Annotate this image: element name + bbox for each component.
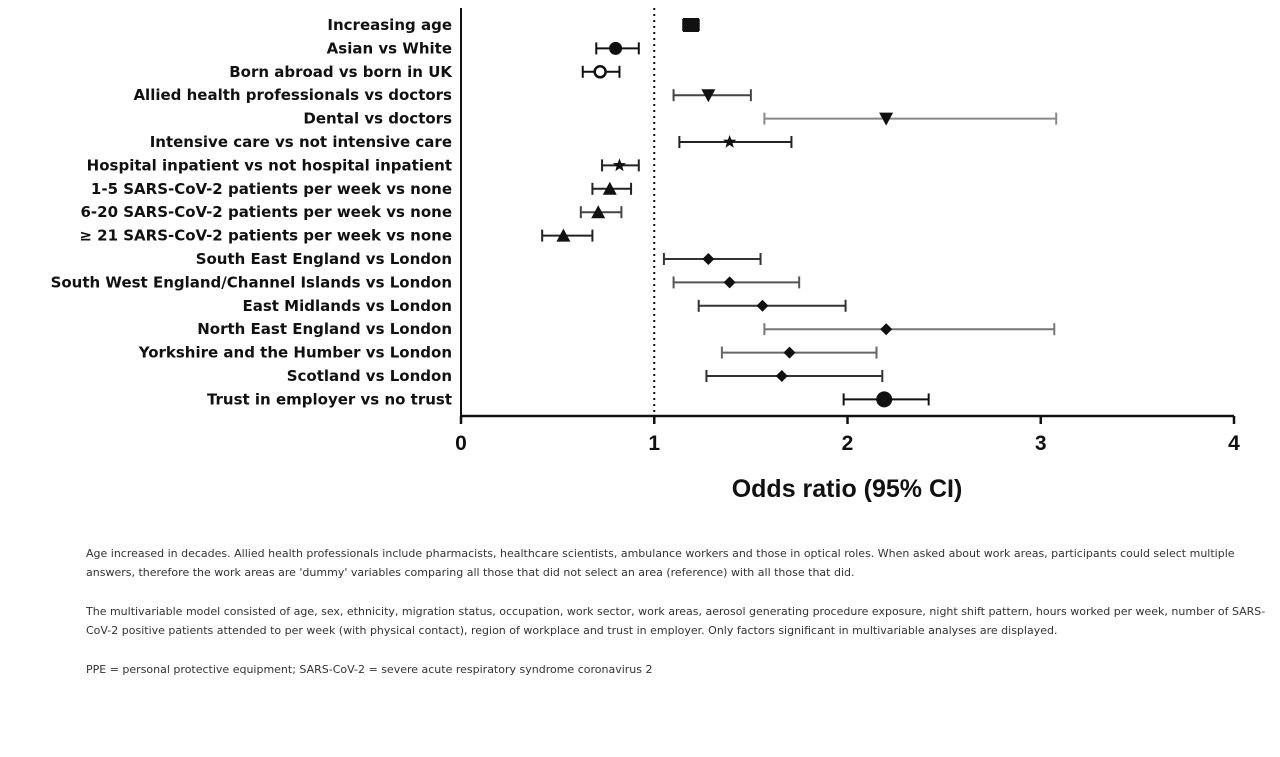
or-marker: [723, 276, 736, 289]
forest-row: Yorkshire and the Humber vs London: [138, 344, 878, 362]
forest-row: Intensive care vs not intensive care: [150, 133, 793, 151]
row-label: Hospital inpatient vs not hospital inpat…: [87, 156, 452, 174]
row-label: Increasing age: [327, 16, 452, 34]
or-marker: [602, 181, 617, 195]
footnotes: Age increased in decades. Allied health …: [86, 544, 1266, 699]
footnote-3: PPE = personal protective equipment; SAR…: [86, 663, 653, 676]
or-marker: [876, 391, 893, 408]
footnote-2: The multivariable model consisted of age…: [86, 605, 1266, 637]
or-marker: [723, 135, 737, 148]
x-tick-label: 1: [648, 432, 660, 455]
or-marker: [879, 112, 894, 126]
or-marker: [609, 41, 623, 55]
forest-row: South West England/Channel Islands vs Lo…: [51, 273, 801, 291]
row-label: Intensive care vs not intensive care: [150, 133, 452, 151]
or-marker: [593, 65, 607, 79]
x-tick-label: 0: [455, 432, 467, 455]
forest-row: Allied health professionals vs doctors: [133, 86, 752, 104]
x-tick-label: 4: [1228, 432, 1240, 455]
forest-row: East Midlands vs London: [242, 297, 847, 315]
forest-row: Hospital inpatient vs not hospital inpat…: [87, 156, 640, 174]
or-marker: [556, 228, 571, 242]
row-label: South East England vs London: [196, 250, 452, 268]
forest-row: Born abroad vs born in UK: [229, 63, 621, 81]
forest-row: 1-5 SARS-CoV-2 patients per week vs none: [91, 180, 633, 198]
or-marker: [880, 323, 893, 336]
or-marker: [756, 299, 769, 312]
row-label: Yorkshire and the Humber vs London: [138, 344, 452, 362]
forest-row: Trust in employer vs no trust: [207, 390, 930, 408]
x-tick-label: 3: [1035, 432, 1047, 455]
row-label: South West England/Channel Islands vs Lo…: [51, 273, 452, 291]
or-marker: [702, 253, 715, 265]
footnote-1: Age increased in decades. Allied health …: [86, 547, 1235, 579]
row-label: ≥ 21 SARS-CoV-2 patients per week vs non…: [79, 227, 452, 245]
forest-plot: Increasing age Asian vs White Born abroad …: [51, 8, 1240, 503]
x-axis-label: Odds ratio (95% CI): [732, 475, 963, 503]
or-marker: [783, 346, 796, 359]
or-marker: [591, 205, 606, 219]
forest-row: Dental vs doctors: [303, 110, 1058, 128]
row-label: Trust in employer vs no trust: [207, 390, 452, 408]
row-label: 6-20 SARS-CoV-2 patients per week vs non…: [80, 203, 452, 221]
row-label: Allied health professionals vs doctors: [133, 86, 452, 104]
or-marker: [682, 18, 699, 32]
row-label: 1-5 SARS-CoV-2 patients per week vs none: [91, 180, 452, 198]
row-label: East Midlands vs London: [242, 297, 452, 315]
forest-row: ≥ 21 SARS-CoV-2 patients per week vs non…: [79, 227, 594, 245]
forest-row: Increasing age: [327, 16, 700, 34]
row-label: Born abroad vs born in UK: [229, 63, 453, 81]
forest-row: 6-20 SARS-CoV-2 patients per week vs non…: [80, 203, 623, 221]
forest-row: Asian vs White: [327, 39, 640, 57]
row-label: Dental vs doctors: [303, 110, 452, 128]
row-label: Asian vs White: [327, 39, 452, 57]
forest-row: Scotland vs London: [287, 367, 884, 385]
row-label: Scotland vs London: [287, 367, 452, 385]
x-tick-label: 2: [842, 432, 854, 455]
or-marker: [775, 370, 788, 382]
or-marker: [701, 89, 716, 103]
forest-row: North East England vs London: [197, 320, 1056, 338]
row-label: North East England vs London: [197, 320, 452, 338]
or-marker: [612, 158, 627, 172]
forest-row: South East England vs London: [196, 250, 762, 268]
